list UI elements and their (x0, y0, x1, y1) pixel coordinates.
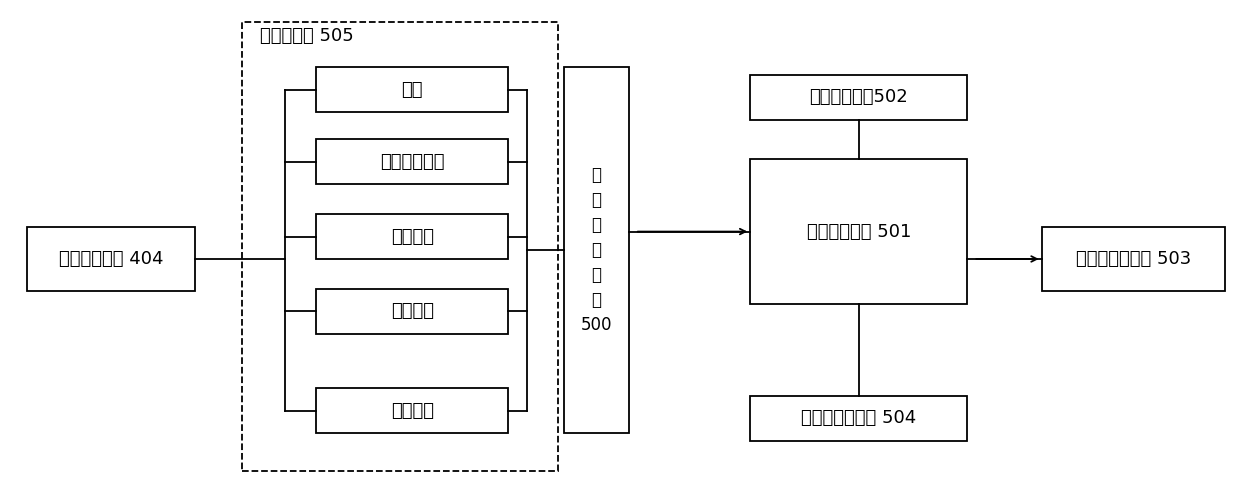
Text: 风机: 风机 (402, 81, 423, 99)
Bar (1042, 227, 1225, 291)
Bar (316, 214, 508, 259)
Text: 空气处理系统: 空气处理系统 (379, 153, 445, 171)
Text: 压缩系统: 压缩系统 (391, 302, 434, 320)
Bar (750, 159, 967, 304)
Bar (316, 139, 508, 184)
Text: 空调处理模块 501: 空调处理模块 501 (806, 223, 911, 241)
Text: 空调通信模块502: 空调通信模块502 (810, 88, 908, 106)
Text: 继
电
器
控
制
组
500: 继 电 器 控 制 组 500 (580, 166, 613, 334)
Text: 红外线通信单元 504: 红外线通信单元 504 (801, 409, 916, 427)
Text: 插座补偿单元 404: 插座补偿单元 404 (58, 250, 164, 268)
Bar (750, 75, 967, 120)
Text: 散热系统: 散热系统 (391, 402, 434, 420)
Bar (316, 289, 508, 334)
Bar (27, 227, 195, 291)
Bar (750, 396, 967, 441)
Text: 制冷系统: 制冷系统 (391, 228, 434, 246)
Bar (316, 67, 508, 112)
Text: 传感器检测单元 503: 传感器检测单元 503 (1076, 250, 1190, 268)
Bar (242, 22, 558, 471)
Bar (316, 388, 508, 433)
Text: 空调个组件 505: 空调个组件 505 (260, 27, 355, 45)
Bar (564, 67, 629, 433)
